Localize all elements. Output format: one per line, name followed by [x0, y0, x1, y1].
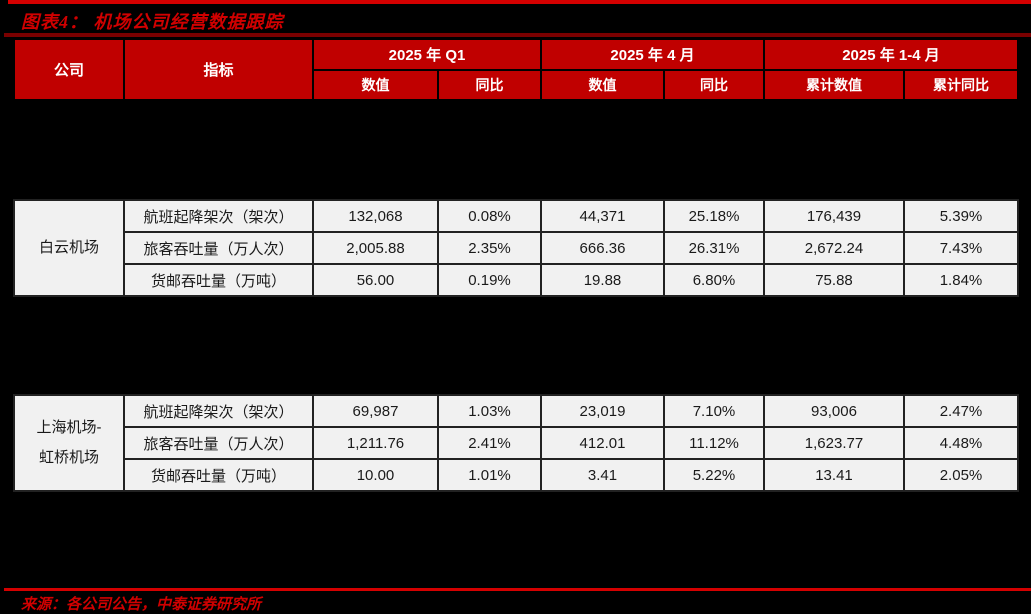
data-cell: 666.36 — [540, 231, 665, 265]
data-cell: 2.05% — [903, 458, 1019, 492]
data-cell: 19.88 — [540, 263, 665, 297]
data-cell: 44,371 — [540, 199, 665, 233]
data-cell: 69,987 — [312, 394, 439, 428]
data-cell: 13.41 — [763, 458, 905, 492]
top-accent-bar — [8, 0, 1031, 4]
data-cell: 176,439 — [763, 199, 905, 233]
data-cell: 2.41% — [437, 426, 542, 460]
data-cell: 7.43% — [903, 231, 1019, 265]
table-row: 货邮吞吐量（万吨） 10.00 1.01% 3.41 5.22% 13.41 2… — [14, 458, 1019, 492]
indicator-cell: 旅客吞吐量（万人次） — [123, 426, 314, 460]
data-cell: 5.39% — [903, 199, 1019, 233]
indicator-cell: 货邮吞吐量（万吨） — [123, 263, 314, 297]
header-group-2025-q1: 2025 年 Q1 — [312, 38, 542, 71]
table-row: 上海机场- 虹桥机场 航班起降架次（架次） 69,987 1.03% 23,01… — [13, 394, 1019, 492]
data-cell: 11.12% — [663, 426, 765, 460]
data-cell: 23,019 — [540, 394, 665, 428]
table-row: 白云机场 航班起降架次（架次） 132,068 0.08% 44,371 25.… — [13, 199, 1019, 297]
data-cell: 2,005.88 — [312, 231, 439, 265]
data-cell: 1,211.76 — [312, 426, 439, 460]
data-cell: 0.08% — [437, 199, 542, 233]
company-name: 白云机场 — [38, 239, 99, 256]
header-sub-cum-value: 累计数值 — [763, 69, 905, 101]
data-cell: 2,672.24 — [763, 231, 905, 265]
data-cell: 26.31% — [663, 231, 765, 265]
data-cell: 1.03% — [437, 394, 542, 428]
company-cell-shanghai-hongqiao: 上海机场- 虹桥机场 — [13, 394, 125, 492]
table-section-shanghai-hongqiao: 上海机场- 虹桥机场 航班起降架次（架次） 69,987 1.03% 23,01… — [13, 394, 1019, 492]
data-cell: 1.84% — [903, 263, 1019, 297]
source-divider-rule — [4, 588, 1031, 591]
table-row: 货邮吞吐量（万吨） 56.00 0.19% 19.88 6.80% 75.88 … — [14, 263, 1019, 297]
data-cell: 412.01 — [540, 426, 665, 460]
indicator-cell: 货邮吞吐量（万吨） — [123, 458, 314, 492]
header-sub-value-q1: 数值 — [312, 69, 439, 101]
indicator-cell: 航班起降架次（架次） — [123, 394, 314, 428]
header-sub-cum-yoy: 累计同比 — [903, 69, 1019, 101]
header-sub-yoy-apr: 同比 — [663, 69, 765, 101]
company-name-line2: 虹桥机场 — [38, 449, 99, 466]
header-group-2025-april: 2025 年 4 月 — [540, 38, 765, 71]
data-cell: 132,068 — [312, 199, 439, 233]
data-cell: 75.88 — [763, 263, 905, 297]
company-cell-baiyun: 白云机场 — [13, 199, 125, 297]
data-cell: 3.41 — [540, 458, 665, 492]
title-underline-rule — [4, 33, 1031, 37]
data-cell: 10.00 — [312, 458, 439, 492]
data-cell: 2.35% — [437, 231, 542, 265]
header-sub-yoy-q1: 同比 — [437, 69, 542, 101]
indicator-cell: 旅客吞吐量（万人次） — [123, 231, 314, 265]
data-cell: 1,623.77 — [763, 426, 905, 460]
airport-data-table-header: 公司 指标 2025 年 Q1 2025 年 4 月 2025 年 1-4 月 … — [13, 38, 1019, 101]
data-cell: 25.18% — [663, 199, 765, 233]
data-cell: 4.48% — [903, 426, 1019, 460]
data-cell: 6.80% — [663, 263, 765, 297]
data-cell: 56.00 — [312, 263, 439, 297]
table-section-baiyun-airport: 白云机场 航班起降架次（架次） 132,068 0.08% 44,371 25.… — [13, 199, 1019, 297]
data-cell: 7.10% — [663, 394, 765, 428]
figure-title: 图表4： 机场公司经营数据跟踪 — [21, 12, 284, 32]
table-row: 旅客吞吐量（万人次） 1,211.76 2.41% 412.01 11.12% … — [14, 426, 1019, 460]
table-row: 旅客吞吐量（万人次） 2,005.88 2.35% 666.36 26.31% … — [14, 231, 1019, 265]
data-cell: 0.19% — [437, 263, 542, 297]
header-company: 公司 — [13, 38, 125, 101]
header-sub-value-apr: 数值 — [540, 69, 665, 101]
data-cell: 2.47% — [903, 394, 1019, 428]
data-cell: 5.22% — [663, 458, 765, 492]
header-indicator: 指标 — [123, 38, 314, 101]
company-name-line1: 上海机场- — [36, 419, 102, 436]
data-cell: 1.01% — [437, 458, 542, 492]
indicator-cell: 航班起降架次（架次） — [123, 199, 314, 233]
data-cell: 93,006 — [763, 394, 905, 428]
header-group-2025-jan-apr: 2025 年 1-4 月 — [763, 38, 1019, 71]
source-note: 来源：各公司公告，中泰证券研究所 — [21, 597, 262, 613]
